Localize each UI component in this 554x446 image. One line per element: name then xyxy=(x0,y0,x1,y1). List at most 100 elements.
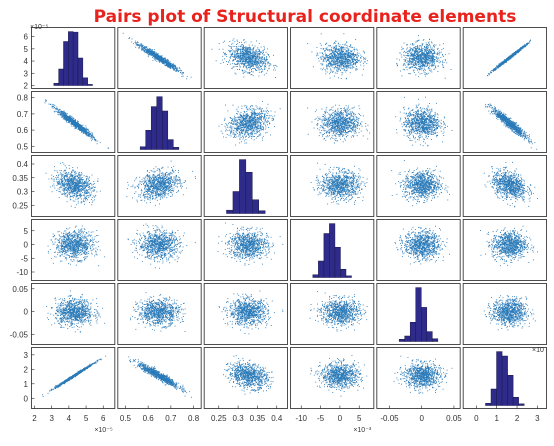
scatter-point xyxy=(135,41,136,42)
scatter-point xyxy=(132,39,133,40)
scatter-point xyxy=(169,67,170,68)
scatter-point xyxy=(224,58,225,59)
scatter-point xyxy=(238,62,239,63)
scatter-point xyxy=(145,51,146,52)
scatter-point xyxy=(172,68,173,69)
scatter-point xyxy=(152,56,153,57)
scatter-point xyxy=(148,49,149,50)
scatter-point xyxy=(235,59,236,60)
scatter-point xyxy=(231,46,232,47)
scatter-point xyxy=(174,70,175,71)
scatter-point xyxy=(261,58,262,59)
scatter-point xyxy=(239,46,240,47)
scatter-point xyxy=(219,49,220,50)
scatter-point xyxy=(263,51,264,52)
scatter-point xyxy=(274,68,275,69)
scatter-point xyxy=(244,70,245,71)
scatter-point xyxy=(232,40,233,41)
scatter-point xyxy=(169,64,170,65)
panel-r1-c1 xyxy=(32,28,115,89)
scatter-point xyxy=(123,33,124,34)
scatter-point xyxy=(243,67,244,68)
scatter-point xyxy=(241,42,242,43)
scatter-point xyxy=(146,48,147,49)
scatter-point xyxy=(168,60,169,61)
scatter-point xyxy=(154,58,155,59)
scatter-point xyxy=(264,65,265,66)
scatter-point xyxy=(249,61,250,62)
scatter-point xyxy=(244,42,245,43)
scatter-point xyxy=(264,61,265,62)
scatter-point xyxy=(168,63,169,64)
scatter-point xyxy=(144,51,145,52)
scatter-point xyxy=(149,55,150,56)
scatter-point xyxy=(264,66,265,67)
scatter-point xyxy=(162,59,163,60)
scatter-point xyxy=(145,52,146,53)
scatter-point xyxy=(259,56,260,57)
scatter-point xyxy=(142,49,143,50)
scatter-point xyxy=(162,58,163,59)
scatter-point xyxy=(245,47,246,48)
scatter-point xyxy=(152,54,153,55)
scatter-point xyxy=(166,62,167,63)
scatter-point xyxy=(163,58,164,59)
scatter-point xyxy=(153,55,154,56)
scatter-point xyxy=(269,68,270,69)
scatter-point xyxy=(176,69,177,70)
scatter-point xyxy=(249,52,250,53)
scatter-point xyxy=(247,55,248,56)
histogram-bar xyxy=(88,84,93,85)
scatter-point xyxy=(164,60,165,61)
scatter-point xyxy=(251,42,252,43)
scatter-point xyxy=(254,52,255,53)
scatter-point xyxy=(129,38,130,39)
scatter-point xyxy=(239,62,240,63)
scatter-point xyxy=(141,45,142,46)
scatter-point xyxy=(241,52,242,53)
scatter-point xyxy=(234,41,235,42)
scatter-point xyxy=(267,70,268,71)
scatter-point xyxy=(246,71,247,72)
scatter-point xyxy=(259,60,260,61)
scatter-point xyxy=(159,56,160,57)
scatter-point xyxy=(180,72,181,73)
scatter-point xyxy=(177,70,178,71)
scatter-point xyxy=(246,55,247,56)
scatter-point xyxy=(150,52,151,53)
scatter-point xyxy=(251,66,252,67)
scatter-point xyxy=(148,52,149,53)
scatter-point xyxy=(264,48,265,49)
scatter-point xyxy=(131,42,132,43)
scatter-point xyxy=(250,48,251,49)
scatter-point xyxy=(161,61,162,62)
scatter-point xyxy=(236,44,237,45)
scatter-point xyxy=(251,55,252,56)
scatter-point xyxy=(135,43,136,44)
scatter-point xyxy=(172,66,173,67)
scatter-point xyxy=(222,60,223,61)
scatter-point xyxy=(141,50,142,51)
scatter-point xyxy=(141,43,142,44)
scatter-point xyxy=(146,52,147,53)
histogram-bar xyxy=(64,42,69,86)
scatter-point xyxy=(262,71,263,72)
scatter-point xyxy=(239,65,240,66)
panels-grid xyxy=(32,28,547,409)
scatter-point xyxy=(239,69,240,70)
scatter-point xyxy=(270,64,271,65)
scatter-point xyxy=(144,47,145,48)
scatter-point xyxy=(154,59,155,60)
scatter-point xyxy=(243,73,244,74)
scatter-point xyxy=(263,63,264,64)
scatter-point xyxy=(233,59,234,60)
scatter-point xyxy=(181,76,182,77)
scatter-point xyxy=(174,67,175,68)
scatter-point xyxy=(237,54,238,55)
scatter-point xyxy=(165,58,166,59)
scatter-point xyxy=(163,59,164,60)
scatter-point xyxy=(251,69,252,70)
scatter-point xyxy=(262,56,263,57)
scatter-point xyxy=(156,56,157,57)
scatter-point xyxy=(158,56,159,57)
